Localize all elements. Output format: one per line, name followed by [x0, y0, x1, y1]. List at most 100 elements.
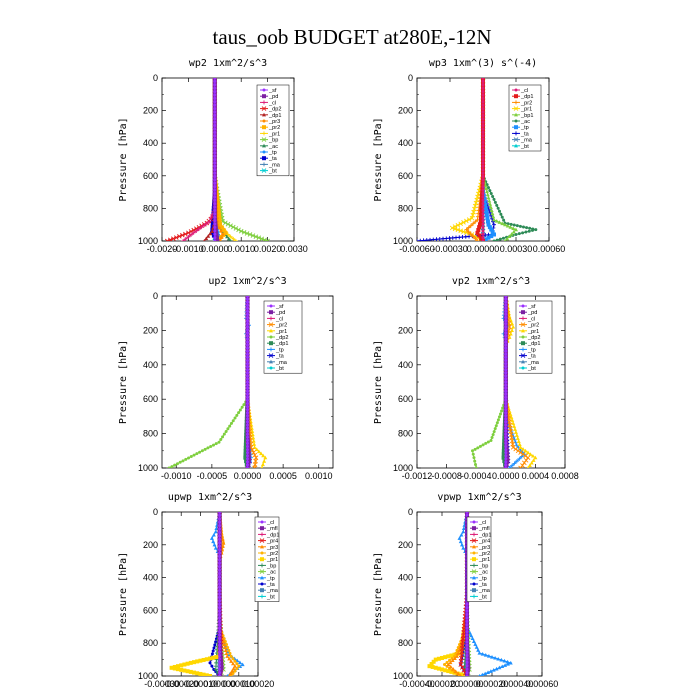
series-point [172, 666, 177, 671]
series-point [179, 663, 184, 668]
series-point [504, 349, 508, 353]
series-point [218, 517, 222, 521]
series-point [477, 225, 482, 230]
legend-marker [261, 168, 267, 173]
series-point [254, 447, 259, 452]
series-point [473, 219, 478, 224]
series-point [183, 231, 188, 237]
series-point [213, 103, 217, 107]
legend-marker [472, 557, 476, 562]
series-point [246, 398, 249, 402]
y-tick-label: 400 [143, 573, 158, 583]
legend-marker [472, 575, 476, 580]
series-point [218, 630, 222, 634]
y-tick-label: 600 [398, 394, 413, 404]
series-point [494, 666, 499, 671]
series-point [246, 368, 249, 372]
series-point [501, 449, 506, 454]
legend-label: _ta [275, 354, 285, 360]
legend-label: _pr2 [268, 125, 280, 131]
series-group [471, 296, 538, 468]
series-point [213, 202, 217, 206]
legend-label: _tp [268, 150, 277, 156]
legend-label: _dp1 [527, 341, 540, 347]
series-point [259, 451, 264, 456]
series-point [481, 103, 485, 107]
series-point [219, 438, 223, 442]
series-point [228, 234, 233, 239]
series-point [246, 365, 249, 369]
legend-label: _pr2 [527, 323, 539, 329]
series-point [509, 328, 514, 332]
series-point [504, 380, 508, 384]
series-point [478, 444, 482, 448]
series-point [508, 660, 513, 665]
series-point [483, 206, 488, 211]
series-point [465, 654, 469, 657]
series-point [229, 239, 232, 241]
series-point [518, 465, 523, 468]
series-point [503, 239, 507, 241]
series-point [504, 322, 508, 326]
series-point [498, 237, 502, 241]
series-point [232, 664, 237, 668]
series-point [174, 235, 179, 240]
x-tick-label: 0.0020 [254, 244, 282, 254]
series-point [492, 430, 496, 434]
series-point [213, 181, 217, 185]
series-point [494, 424, 498, 428]
series-point [504, 296, 508, 298]
series-point [246, 297, 249, 301]
series-point [458, 221, 464, 227]
series-point [228, 674, 231, 676]
series-point [192, 660, 196, 665]
series-point [448, 664, 453, 669]
series-point [458, 228, 464, 234]
legend-marker [514, 125, 518, 130]
legend-marker [262, 88, 266, 92]
series-point [218, 595, 222, 599]
series-point [517, 232, 521, 236]
x-tick-label: 0.0004 [522, 471, 550, 481]
series-point [213, 144, 217, 148]
legend-label: _sf [275, 304, 284, 310]
series-point [486, 235, 491, 240]
series-point [487, 225, 492, 230]
series-point [479, 206, 484, 211]
series-point [198, 671, 203, 676]
series-point [218, 524, 222, 528]
series-point [484, 209, 489, 214]
series-point [512, 424, 517, 428]
series-point [504, 337, 508, 341]
series-point [504, 414, 508, 418]
series-point [505, 659, 510, 664]
series-point [223, 220, 228, 226]
y-tick-label: 0 [153, 507, 158, 517]
series-point [210, 664, 214, 668]
series-point [213, 178, 217, 182]
series-point [514, 232, 518, 236]
series-point [182, 668, 187, 673]
legend-label: _bt [275, 366, 284, 372]
series-point [233, 416, 237, 420]
legend-label: _pr3 [268, 119, 280, 125]
series-point [213, 79, 217, 83]
series-point [496, 206, 500, 210]
series-point [482, 199, 487, 204]
series-point [246, 312, 249, 316]
series-point [238, 228, 244, 234]
series-point [488, 202, 493, 206]
series-point [517, 442, 522, 446]
series-point [207, 219, 212, 224]
series-point [246, 334, 249, 338]
series-point [203, 447, 207, 451]
series-point [492, 239, 496, 241]
legend-marker [269, 328, 273, 333]
legend-label: _dp1 [268, 113, 281, 119]
x-tick-label: -0.0010 [173, 244, 204, 254]
series-point [481, 124, 485, 128]
series-point [260, 462, 265, 467]
legend-marker [521, 335, 525, 339]
series-point [181, 459, 185, 463]
panel-title: wp3 1xm^(3) s^(-4) [429, 58, 537, 69]
